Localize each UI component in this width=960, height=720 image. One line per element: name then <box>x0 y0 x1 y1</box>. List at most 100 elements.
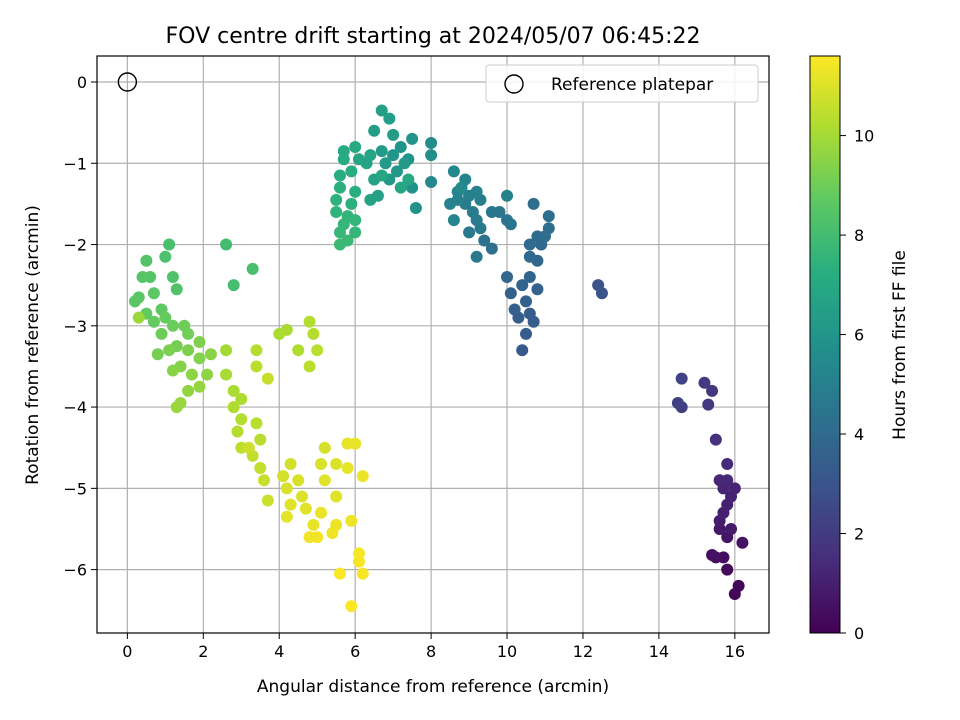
y-tick-label: −2 <box>63 236 87 255</box>
data-point <box>345 165 358 178</box>
data-point <box>250 417 263 430</box>
data-point <box>349 437 362 450</box>
data-point <box>235 392 248 405</box>
data-point <box>307 327 320 340</box>
colorbar-tick-label: 6 <box>854 326 864 345</box>
data-point <box>337 153 350 166</box>
data-point <box>254 433 267 446</box>
data-point <box>318 441 331 454</box>
data-point <box>736 536 749 549</box>
legend-label: Reference platepar <box>551 75 713 95</box>
data-point <box>333 181 346 194</box>
data-point <box>166 319 179 332</box>
data-point <box>280 482 293 495</box>
data-point <box>193 352 206 365</box>
data-point <box>478 234 491 247</box>
data-point <box>333 169 346 182</box>
data-point <box>470 185 483 198</box>
data-point <box>303 315 316 328</box>
legend: Reference platepar <box>485 64 759 103</box>
data-point <box>132 311 145 324</box>
data-point <box>185 368 198 381</box>
x-tick-label: 10 <box>497 642 517 661</box>
data-point <box>387 149 400 162</box>
data-point <box>379 157 392 170</box>
data-point <box>463 226 476 239</box>
y-tick-label: −4 <box>63 398 87 417</box>
data-point <box>520 295 533 308</box>
data-point <box>721 563 734 576</box>
data-point <box>292 474 305 487</box>
data-point <box>375 104 388 117</box>
data-point <box>364 193 377 206</box>
data-point <box>315 506 327 519</box>
data-point <box>698 376 711 389</box>
data-point <box>368 124 381 137</box>
data-point <box>258 474 271 487</box>
y-tick-label: −1 <box>63 154 87 173</box>
data-point <box>349 185 362 198</box>
data-point <box>147 315 160 328</box>
data-point <box>204 348 217 361</box>
data-point <box>333 238 346 251</box>
data-point <box>201 368 214 381</box>
data-point <box>728 482 741 495</box>
data-point <box>246 262 259 275</box>
data-point <box>242 441 255 454</box>
data-point <box>356 567 369 580</box>
data-point <box>406 132 419 145</box>
colorbar-tick-label: 0 <box>854 624 864 643</box>
data-point <box>706 384 719 397</box>
y-tick-label: 0 <box>77 73 87 92</box>
data-point <box>170 401 183 414</box>
x-tick-label: 16 <box>725 642 745 661</box>
data-point <box>501 271 514 284</box>
data-point <box>250 360 263 373</box>
data-point <box>280 510 293 523</box>
data-point <box>261 372 274 385</box>
data-point <box>303 360 316 373</box>
data-point <box>375 145 388 158</box>
data-point <box>531 283 544 296</box>
data-point <box>330 206 343 219</box>
data-point <box>220 344 233 357</box>
data-point <box>330 193 343 206</box>
x-tick-label: 8 <box>426 642 436 661</box>
data-point <box>398 157 411 170</box>
data-point <box>136 271 149 284</box>
data-point <box>675 372 688 385</box>
data-point <box>504 287 517 300</box>
data-point <box>539 230 551 243</box>
colorbar: 0 2 4 6 8 10 Hours from first FF file <box>809 55 910 643</box>
data-point <box>163 238 176 251</box>
y-tick-label: −6 <box>63 561 87 580</box>
data-point <box>277 470 290 483</box>
data-point <box>326 527 339 540</box>
data-point <box>284 498 297 511</box>
colorbar-tick-label: 4 <box>854 425 864 444</box>
data-point <box>732 579 745 592</box>
data-point <box>725 522 738 535</box>
plot-frame <box>96 55 770 634</box>
data-point <box>250 344 263 357</box>
data-point <box>383 112 396 125</box>
legend-box <box>485 64 759 103</box>
data-point <box>151 348 164 361</box>
data-point <box>394 141 407 154</box>
data-point <box>447 214 460 227</box>
data-point <box>159 250 172 263</box>
data-point <box>307 518 320 531</box>
data-point <box>341 462 354 475</box>
data-point <box>523 271 536 284</box>
data-point <box>455 181 468 194</box>
data-point <box>311 344 324 357</box>
data-points <box>128 104 749 613</box>
data-point <box>235 413 248 426</box>
data-point <box>527 197 540 210</box>
data-point <box>542 210 555 223</box>
data-point <box>444 197 457 210</box>
data-point <box>315 457 327 470</box>
data-point <box>193 336 206 349</box>
data-point <box>231 425 244 438</box>
data-point <box>261 494 274 507</box>
